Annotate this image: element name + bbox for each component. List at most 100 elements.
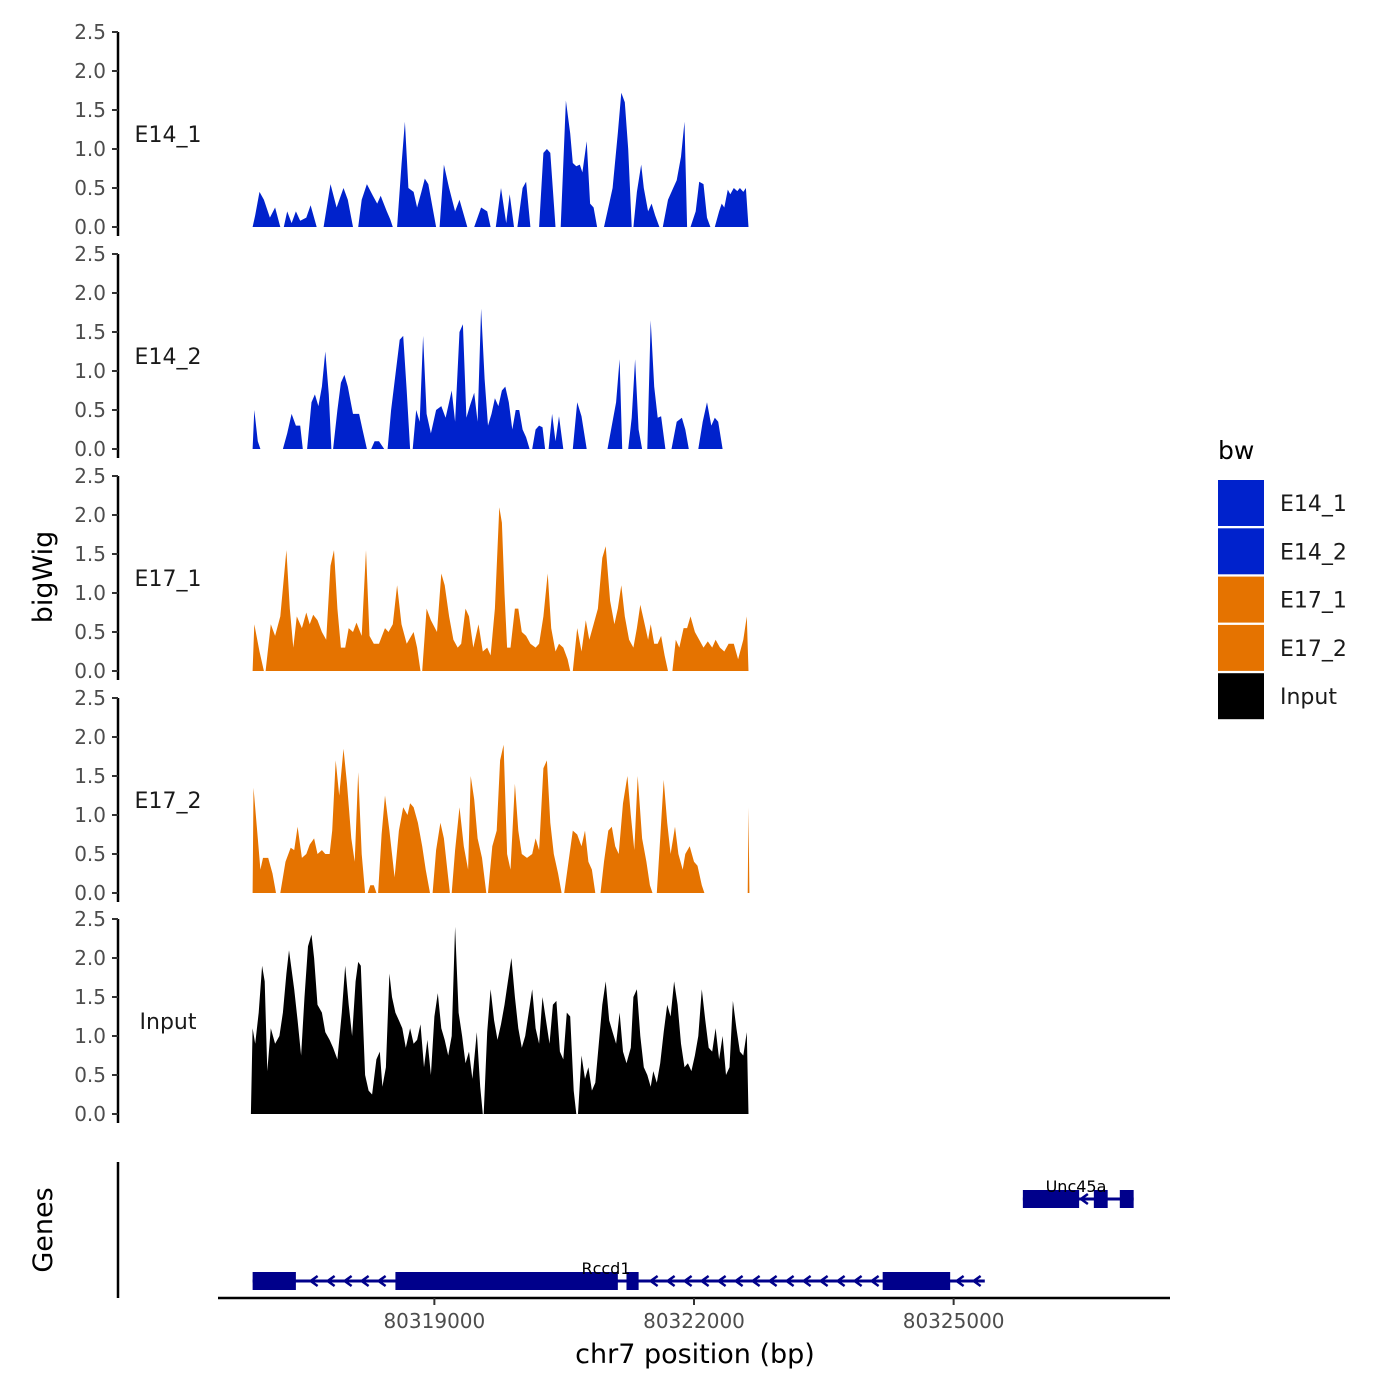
gene-exon [1022, 1190, 1080, 1208]
y-tick-label: 0.5 [74, 398, 106, 422]
strand-arrow [376, 1274, 387, 1288]
y-tick-label: 2.5 [74, 907, 106, 931]
legend-item-input: Input [1218, 673, 1337, 720]
signal-area [252, 744, 750, 893]
strand-arrow [733, 1274, 744, 1288]
gene-exon [1093, 1190, 1108, 1208]
signal-area [252, 308, 723, 449]
gene-unc45a: Unc45a [1022, 1177, 1134, 1208]
bigwig-tracks: 0.0 0.5 1.0 1.5 2.0 2.5 E14_1 0.0 0.5 1.0 1.5 2.0 2.… [74, 20, 750, 1126]
legend-swatch [1218, 576, 1264, 623]
y-tick-label: 0.5 [74, 1063, 106, 1087]
x-axis-title: chr7 position (bp) [575, 1339, 815, 1370]
track-label: Input [140, 1010, 197, 1035]
legend-swatch [1218, 480, 1264, 526]
strand-arrow [359, 1274, 370, 1288]
legend-swatch [1218, 528, 1264, 575]
strand-arrow [869, 1274, 880, 1288]
x-tick-label: 80325000 [903, 1309, 1005, 1333]
y-tick-label: 1.0 [74, 137, 106, 161]
y-tick-label: 0.0 [74, 881, 106, 905]
strand-arrow [342, 1274, 353, 1288]
y-tick-label: 2.5 [74, 20, 106, 44]
strand-arrow [699, 1274, 710, 1288]
signal-area [252, 92, 749, 227]
y-tick-label: 1.5 [74, 985, 106, 1009]
gene-exon [395, 1272, 618, 1290]
legend-title: bw [1218, 436, 1254, 465]
strand-arrow [801, 1274, 812, 1288]
y-tick-label: 2.5 [74, 464, 106, 488]
legend-item-e17-1: E17_1 [1218, 576, 1347, 623]
y-tick-label: 2.0 [74, 725, 106, 749]
track-input: 0.0 0.5 1.0 1.5 2.0 2.5 Input [74, 907, 749, 1126]
strand-arrow [308, 1274, 319, 1288]
gene-exon [882, 1272, 951, 1290]
x-tick-label: 80319000 [383, 1309, 485, 1333]
legend-label: E17_1 [1280, 589, 1347, 614]
y-tick-label: 1.5 [74, 764, 106, 788]
y-axis-title: bigWig [28, 531, 59, 624]
y-tick-label: 2.0 [74, 503, 106, 527]
track-label: E17_1 [135, 567, 202, 592]
strand-arrow [716, 1274, 727, 1288]
track-label: E14_1 [135, 123, 202, 148]
track-label: E17_2 [135, 789, 202, 814]
track-e17-2: 0.0 0.5 1.0 1.5 2.0 2.5 E17_2 [74, 686, 750, 905]
y-tick-label: 1.0 [74, 803, 106, 827]
legend-item-e14-2: E14_2 [1218, 528, 1347, 575]
y-tick-label: 1.5 [74, 320, 106, 344]
signal-area [252, 507, 749, 671]
y-tick-label: 0.5 [74, 842, 106, 866]
y-tick-label: 0.0 [74, 659, 106, 683]
gene-label: Unc45a [1046, 1177, 1107, 1196]
strand-arrow [325, 1274, 336, 1288]
legend-label: E14_2 [1280, 540, 1347, 565]
y-tick-label: 1.5 [74, 98, 106, 122]
strand-arrow [852, 1274, 863, 1288]
x-axis: 80319000 80322000 80325000 [218, 1296, 1170, 1333]
track-e14-2: 0.0 0.5 1.0 1.5 2.0 2.5 E14_2 [74, 242, 723, 461]
legend: bw E14_1 E14_2 E17_1 E17_2 Input [1218, 436, 1347, 720]
y-tick-label: 2.5 [74, 242, 106, 266]
legend-label: E17_2 [1280, 637, 1347, 662]
gene-rccd1: Rccd1 [252, 1259, 985, 1290]
track-e17-1: 0.0 0.5 1.0 1.5 2.0 2.5 E17_1 [74, 464, 749, 683]
signal-area [250, 926, 749, 1114]
y-tick-label: 2.0 [74, 59, 106, 83]
y-tick-label: 1.0 [74, 359, 106, 383]
track-label: E14_2 [135, 345, 202, 370]
strand-arrow [818, 1274, 829, 1288]
gene-label: Rccd1 [581, 1259, 630, 1278]
strand-arrow [784, 1274, 795, 1288]
y-tick-label: 1.5 [74, 542, 106, 566]
strand-arrow [835, 1274, 846, 1288]
legend-label: E14_1 [1280, 492, 1347, 517]
y-tick-label: 0.0 [74, 215, 106, 239]
track-e14-1: 0.0 0.5 1.0 1.5 2.0 2.5 E14_1 [74, 20, 749, 239]
strand-arrow [954, 1274, 965, 1288]
y-tick-label: 2.5 [74, 686, 106, 710]
legend-swatch [1218, 673, 1264, 720]
legend-item-e17-2: E17_2 [1218, 624, 1347, 671]
x-tick-label: 80322000 [643, 1309, 745, 1333]
genes-panel-title: Genes [28, 1187, 59, 1272]
genes-panel: Rccd1 Unc45a [116, 1162, 1134, 1298]
strand-arrow [648, 1274, 659, 1288]
legend-swatch [1218, 624, 1264, 671]
y-tick-label: 0.5 [74, 176, 106, 200]
legend-label: Input [1280, 685, 1337, 710]
y-tick-label: 0.0 [74, 437, 106, 461]
gene-exon [252, 1272, 296, 1290]
y-tick-label: 1.0 [74, 581, 106, 605]
y-tick-label: 0.5 [74, 620, 106, 644]
strand-arrow [1078, 1192, 1089, 1206]
y-tick-label: 2.0 [74, 946, 106, 970]
y-tick-label: 1.0 [74, 1024, 106, 1048]
strand-arrow [750, 1274, 761, 1288]
gene-exon [626, 1272, 639, 1290]
gene-exon [1119, 1190, 1134, 1208]
y-tick-label: 2.0 [74, 281, 106, 305]
strand-arrow [971, 1274, 982, 1288]
strand-arrow [767, 1274, 778, 1288]
